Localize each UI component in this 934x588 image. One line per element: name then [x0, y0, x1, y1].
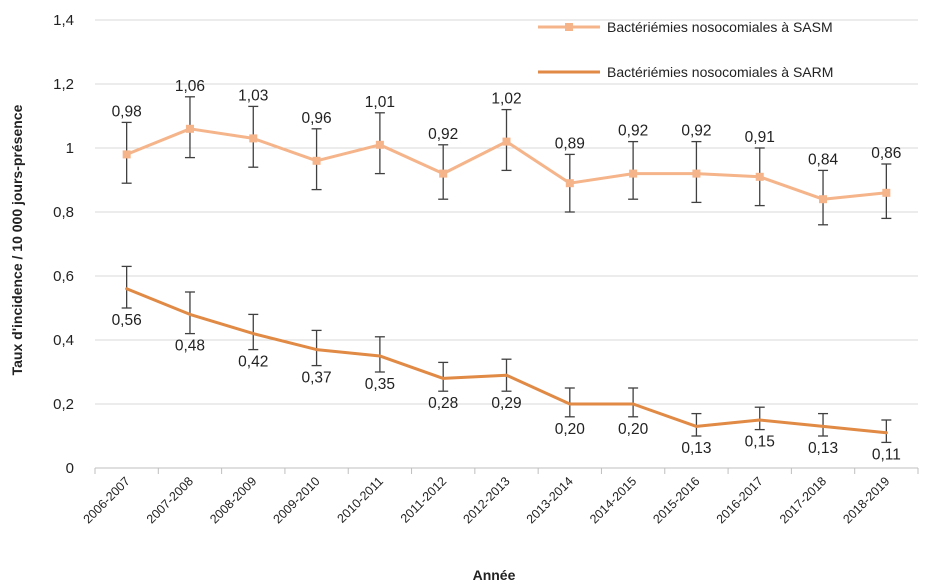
data-label: 1,01	[365, 94, 395, 111]
data-point	[502, 137, 511, 146]
x-tick-label: 2010-2011	[334, 474, 386, 526]
y-tick-label: 1	[66, 140, 74, 157]
legend-label: Bactériémies nosocomiales à SASM	[607, 19, 833, 35]
x-axis	[94, 467, 919, 474]
data-label: 1,06	[175, 78, 205, 95]
data-point	[884, 431, 888, 435]
x-tick-label: 2008-2009	[207, 474, 259, 526]
series-sasm: 0,98 1,06 1,03 0,96 1,01 0,92 1,02 0,89 0,92 0,92…	[112, 78, 901, 226]
data-label: 0,15	[745, 434, 775, 451]
y-tick-label: 1,4	[53, 12, 74, 29]
x-axis-ticks: 2006-2007 2007-2008 2008-2009 2009-2010 2010…	[81, 474, 893, 526]
data-label: 0,92	[681, 123, 711, 140]
data-label: 0,11	[872, 446, 901, 463]
data-point	[378, 354, 382, 358]
data-label: 0,20	[555, 421, 586, 438]
data-label: 0,35	[365, 376, 395, 393]
x-tick-label: 2011-2012	[398, 474, 450, 526]
data-label: 0,37	[301, 370, 331, 387]
data-point	[692, 169, 701, 178]
x-tick-label: 2007-2008	[144, 474, 196, 526]
y-tick-label: 0	[66, 460, 74, 477]
data-point	[375, 140, 384, 149]
data-label: 0,42	[238, 354, 268, 371]
data-label: 0,56	[112, 312, 142, 329]
legend-label: Bactériémies nosocomiales à SARM	[607, 64, 833, 80]
data-label: 0,92	[618, 123, 648, 140]
data-label: 0,89	[555, 135, 585, 152]
y-axis-title: Taux d'incidence / 10 000 jours-présence	[9, 104, 25, 375]
x-tick-label: 2014-2015	[587, 474, 639, 526]
x-tick-label: 2017-2018	[777, 474, 829, 526]
legend: Bactériémies nosocomiales à SASM Bactérié…	[538, 19, 833, 80]
x-axis-title: Année	[473, 567, 516, 583]
data-label: 0,13	[808, 440, 838, 457]
data-point	[631, 402, 635, 406]
data-point	[755, 172, 764, 181]
legend-swatch-marker	[565, 23, 573, 31]
data-label: 0,98	[112, 103, 142, 120]
x-tick-label: 2015-2016	[650, 474, 702, 526]
data-point	[694, 424, 698, 428]
y-tick-label: 1,2	[53, 76, 74, 93]
data-point	[312, 156, 321, 165]
data-label: 0,84	[808, 151, 839, 168]
data-point	[251, 332, 255, 336]
x-tick-label: 2012-2013	[460, 474, 512, 526]
y-tick-label: 0,2	[53, 396, 74, 413]
data-label: 0,20	[618, 421, 649, 438]
data-point	[882, 188, 891, 197]
data-label: 0,29	[491, 395, 521, 412]
y-axis-ticks: 0 0,2 0,4 0,6 0,8 1 1,2 1,4	[53, 12, 74, 477]
data-point	[821, 424, 825, 428]
data-point	[629, 169, 638, 178]
data-label: 0,86	[871, 145, 901, 162]
data-point	[758, 418, 762, 422]
x-tick-label: 2009-2010	[271, 474, 323, 526]
x-tick-label: 2013-2014	[524, 474, 576, 526]
x-tick-label: 2016-2017	[714, 474, 766, 526]
y-tick-label: 0,4	[53, 332, 74, 349]
data-label: 0,28	[428, 395, 458, 412]
data-label: 1,03	[238, 87, 268, 104]
data-label: 0,48	[175, 338, 205, 355]
data-point	[249, 134, 258, 143]
data-point	[439, 169, 448, 178]
data-point	[185, 124, 194, 133]
data-label: 1,02	[491, 91, 521, 108]
data-label: 0,96	[301, 110, 331, 127]
data-point	[125, 287, 129, 291]
series-group: 0,98 1,06 1,03 0,96 1,01 0,92 1,02 0,89 0,92 0,92…	[112, 78, 902, 464]
y-tick-label: 0,6	[53, 268, 74, 285]
data-label: 0,92	[428, 126, 458, 143]
data-point	[819, 195, 828, 204]
data-point	[188, 312, 192, 316]
data-point	[505, 373, 508, 377]
x-tick-label: 2018-2019	[840, 474, 892, 526]
x-tick-label: 2006-2007	[81, 474, 133, 526]
data-point	[441, 376, 445, 380]
y-tick-label: 0,8	[53, 204, 74, 221]
data-point	[568, 402, 572, 406]
data-point	[565, 179, 574, 188]
data-label: 0,13	[681, 440, 711, 457]
data-point	[122, 150, 131, 159]
series-sarm: 0,56 0,48 0,42 0,37 0,35 0,28 0,29 0,20 0,20 0,13…	[112, 265, 901, 463]
data-point	[315, 348, 319, 352]
data-label: 0,91	[745, 129, 775, 146]
